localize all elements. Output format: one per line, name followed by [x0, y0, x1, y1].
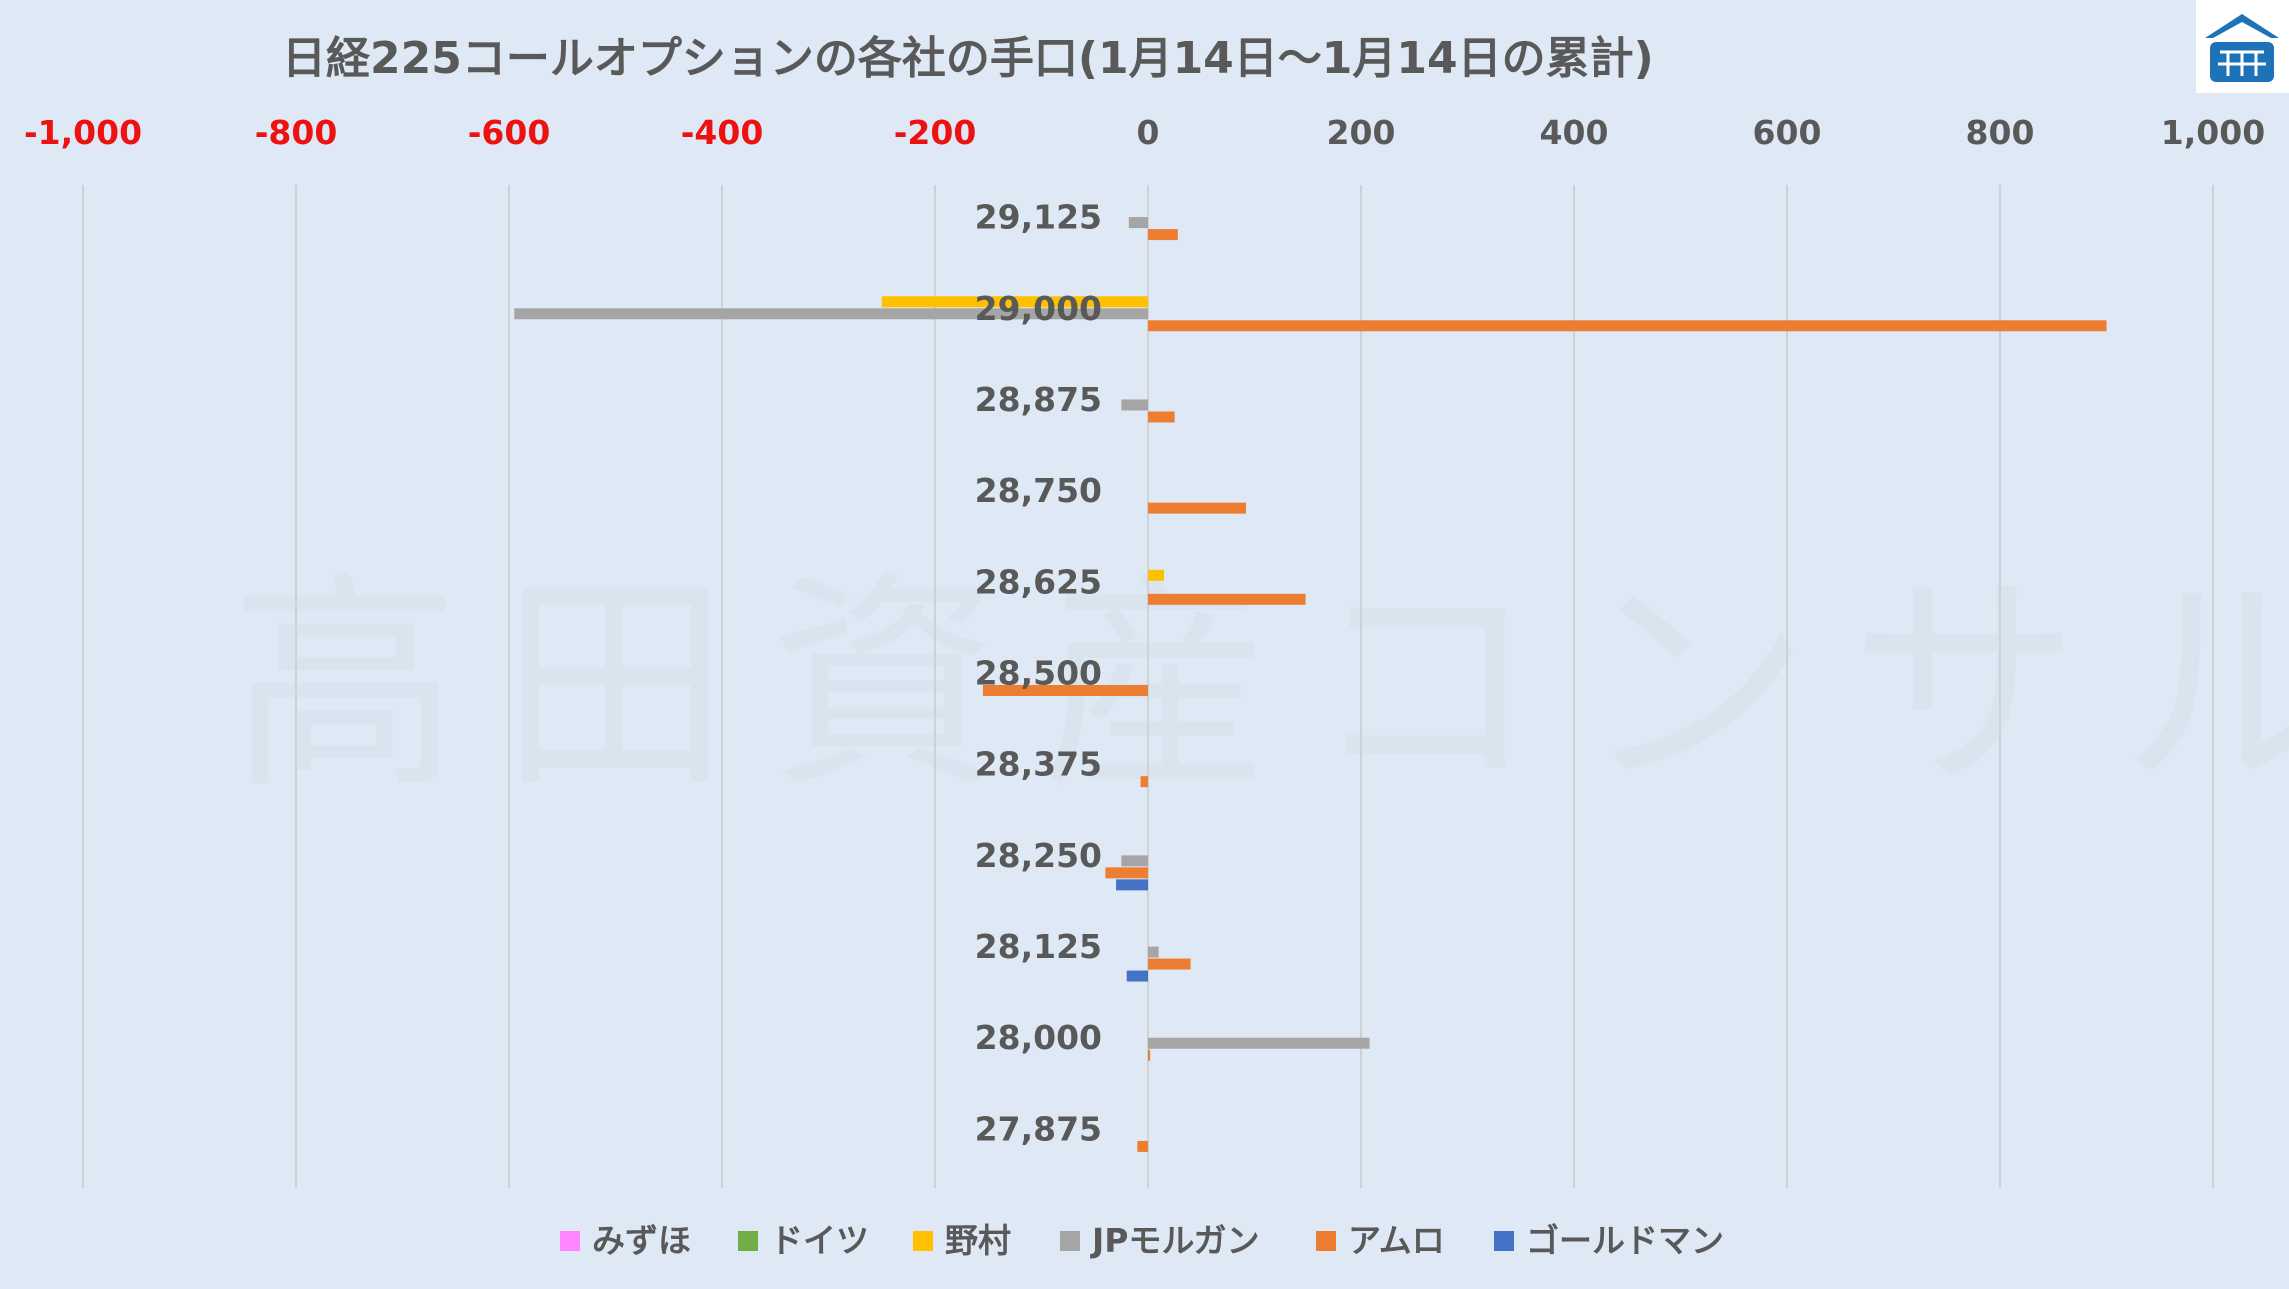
bar — [1148, 320, 2107, 332]
watermark: 高田資産コンサル — [230, 553, 2289, 820]
legend-swatch — [560, 1231, 580, 1251]
x-tick-label: 200 — [1327, 113, 1396, 152]
logo-text: 高田資産コンサル — [2207, 81, 2287, 94]
legend-swatch — [913, 1231, 933, 1251]
bar — [1148, 1037, 1370, 1049]
category-label: 28,500 — [975, 654, 1102, 693]
bar — [1140, 776, 1148, 788]
bar — [881, 296, 1148, 308]
chart-title: 日経225コールオプションの各社の手口(1月14日～1月14日の累計) — [282, 33, 1654, 84]
legend-label: アムロ — [1348, 1221, 1445, 1260]
bar — [1105, 867, 1148, 879]
bar — [1128, 217, 1148, 229]
legend-swatch — [738, 1231, 758, 1251]
bar — [1148, 946, 1159, 958]
bar — [1121, 399, 1148, 411]
category-label: 28,125 — [975, 927, 1102, 966]
legend-label: みずほ — [592, 1221, 691, 1260]
x-tick-label: -200 — [894, 113, 977, 152]
x-tick-label: 600 — [1753, 113, 1822, 152]
bars — [514, 217, 2107, 1152]
bar — [1126, 970, 1148, 982]
legend-swatch — [1060, 1231, 1080, 1251]
legend-label: ドイツ — [770, 1221, 869, 1260]
bar — [1148, 502, 1246, 514]
x-tick-label: -400 — [681, 113, 764, 152]
category-label: 28,625 — [975, 562, 1102, 601]
x-tick-label: -1,000 — [24, 113, 142, 152]
bar — [1121, 855, 1148, 867]
category-label: 28,000 — [975, 1018, 1102, 1057]
legend-swatch — [1316, 1231, 1336, 1251]
bar — [1148, 229, 1178, 241]
category-label: 28,875 — [975, 380, 1102, 419]
category-label: 29,000 — [975, 289, 1102, 328]
bar — [1148, 958, 1191, 970]
category-label: 28,750 — [975, 471, 1102, 510]
bar — [1148, 411, 1175, 423]
legend-label: 野村 — [945, 1221, 1011, 1260]
category-label: 28,250 — [975, 836, 1102, 875]
x-axis-ticks: -1,000 -800 -600 -400 -200 0 200 400 600 800 1,000 — [24, 113, 2265, 152]
category-labels: 29,125 29,000 28,875 28,750 28,625 28,500 28,3… — [975, 198, 1102, 1149]
x-tick-label: 400 — [1540, 113, 1609, 152]
bar — [1148, 569, 1164, 581]
logo: 高田資産コンサル — [2196, 0, 2289, 94]
category-label: 27,875 — [975, 1109, 1102, 1148]
x-tick-label: 800 — [1966, 113, 2035, 152]
legend: みずほ ドイツ 野村 JPモルガン アムロ ゴールドマン — [560, 1221, 1724, 1260]
legend-swatch — [1494, 1231, 1514, 1251]
category-label: 29,125 — [975, 198, 1102, 237]
legend-label: JPモルガン — [1090, 1221, 1259, 1260]
x-tick-label: 1,000 — [2161, 113, 2265, 152]
x-tick-label: -800 — [255, 113, 338, 152]
legend-label: ゴールドマン — [1526, 1221, 1724, 1260]
x-tick-label: -600 — [468, 113, 551, 152]
bar — [1148, 593, 1306, 605]
bar — [1137, 1140, 1148, 1152]
x-tick-label: 0 — [1137, 113, 1160, 152]
bar — [982, 685, 1148, 696]
category-label: 28,375 — [975, 745, 1102, 784]
bar — [1116, 879, 1148, 891]
logo-roof-icon — [2205, 14, 2279, 38]
bar — [1148, 1049, 1151, 1061]
bar — [514, 308, 1148, 320]
